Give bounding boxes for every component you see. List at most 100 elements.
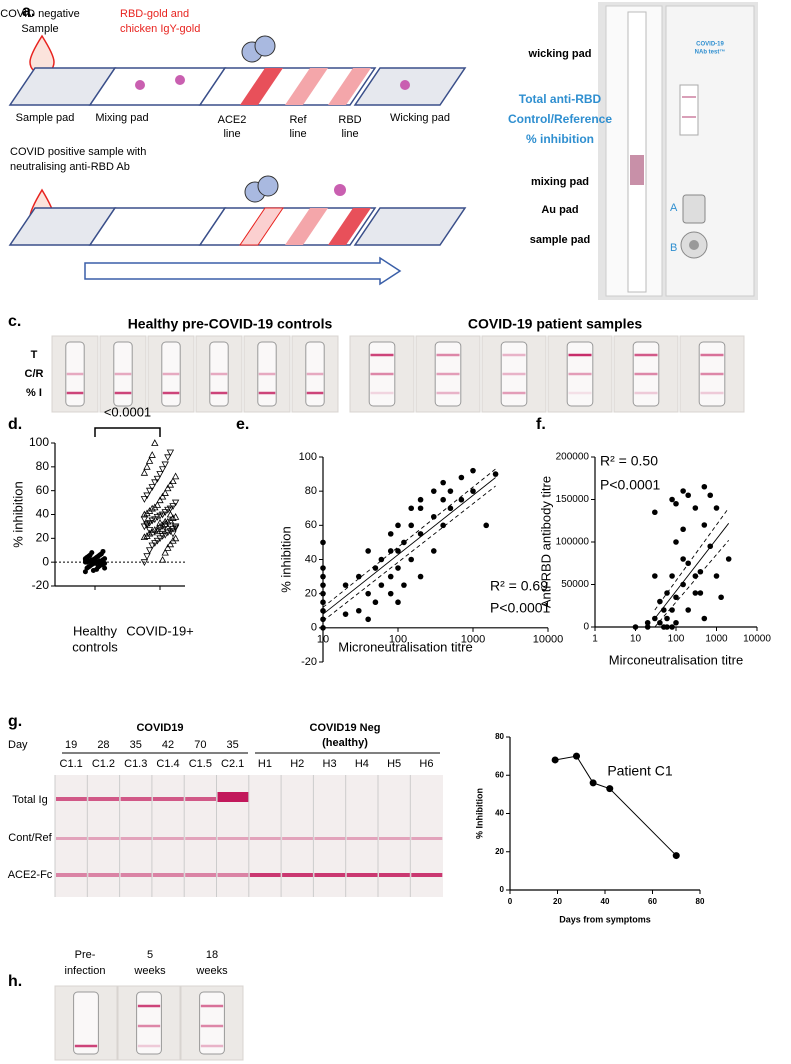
point [171,472,180,480]
point [342,582,349,588]
point [148,451,156,458]
window [500,341,528,407]
row-label: % I [26,387,42,399]
point [707,543,714,550]
label: Ref [289,114,307,126]
point [145,547,154,555]
point [713,505,720,511]
label: chicken IgY-gold [120,23,200,35]
point [652,573,658,579]
point [102,556,108,562]
row-label: Cont/Ref [8,832,52,844]
y-tick-label: 20 [495,847,504,856]
annotation: P<0.0001 [600,477,661,493]
band [249,873,281,877]
point [395,599,401,606]
band [152,873,184,877]
x-tick-label: 60 [648,897,657,906]
group-title: COVID19 [136,722,183,734]
point [673,500,679,507]
point [669,607,675,613]
fit-line [654,540,730,628]
y-tick-label: 100 [29,435,49,449]
sample-id: H3 [323,758,337,770]
flow-arrow [84,256,402,286]
x-tick-label: 1000 [705,634,728,645]
device-photo [598,2,758,300]
point [161,531,169,539]
cassette [665,5,755,297]
band [217,792,249,802]
point [140,496,149,503]
point [169,503,177,510]
band [185,873,217,877]
panel-label: a. [22,3,35,20]
point [395,522,401,529]
timepoint: 18 [206,949,218,961]
point [169,514,177,521]
point [320,625,326,631]
point [395,548,401,554]
point [589,779,597,787]
point [92,559,98,565]
point [153,537,162,545]
point [158,466,167,474]
point [90,568,96,574]
device-label: NAb test™ [695,49,726,56]
point [140,468,149,476]
band [185,797,217,801]
point [89,550,95,556]
sample-id: C1.4 [156,758,179,770]
window [199,991,225,1055]
point [355,573,362,580]
annotation: P<0.0001 [490,600,551,616]
point [697,568,704,575]
y-tick-label: 0 [42,554,49,568]
ace2 [257,175,279,197]
band [379,837,410,840]
point [652,509,658,516]
group-title: COVID-19 patient samples [468,316,642,332]
sample-id: C1.1 [60,758,83,770]
sample-id: H4 [355,758,369,770]
point [164,484,172,492]
timepoint: weeks [195,965,228,977]
y-tick-label: 100000 [556,537,590,548]
label: Mixing pad [95,112,148,124]
point [440,479,446,486]
point [664,624,670,630]
point [145,529,154,537]
point [171,499,180,507]
band [120,837,152,840]
y-axis-title: Anti-RBD antibody titre [538,476,553,608]
sample-id: H2 [290,758,304,770]
point [148,504,156,512]
point [672,852,680,860]
window [113,341,133,407]
point [355,607,362,614]
point [372,565,379,571]
particle [400,80,410,90]
point [320,573,326,580]
panel-label: g. [8,713,22,730]
device-label: COVID-19 [696,42,724,48]
band [217,873,249,877]
point [718,594,724,601]
well-a [682,194,706,224]
point [145,527,154,534]
point [417,505,424,512]
point [378,582,385,588]
point [164,454,172,462]
band [249,837,281,840]
band [346,873,378,877]
test-line [328,208,371,245]
x-tick-label: COVID-19+ [126,623,194,638]
row-label: Total Ig [12,794,47,806]
y-axis-title: % Inhibition [474,788,484,839]
window [434,341,462,407]
y-tick-label: 20 [36,531,50,545]
x-tick-label: 10 [630,634,642,645]
point [458,474,465,481]
point [153,501,162,508]
